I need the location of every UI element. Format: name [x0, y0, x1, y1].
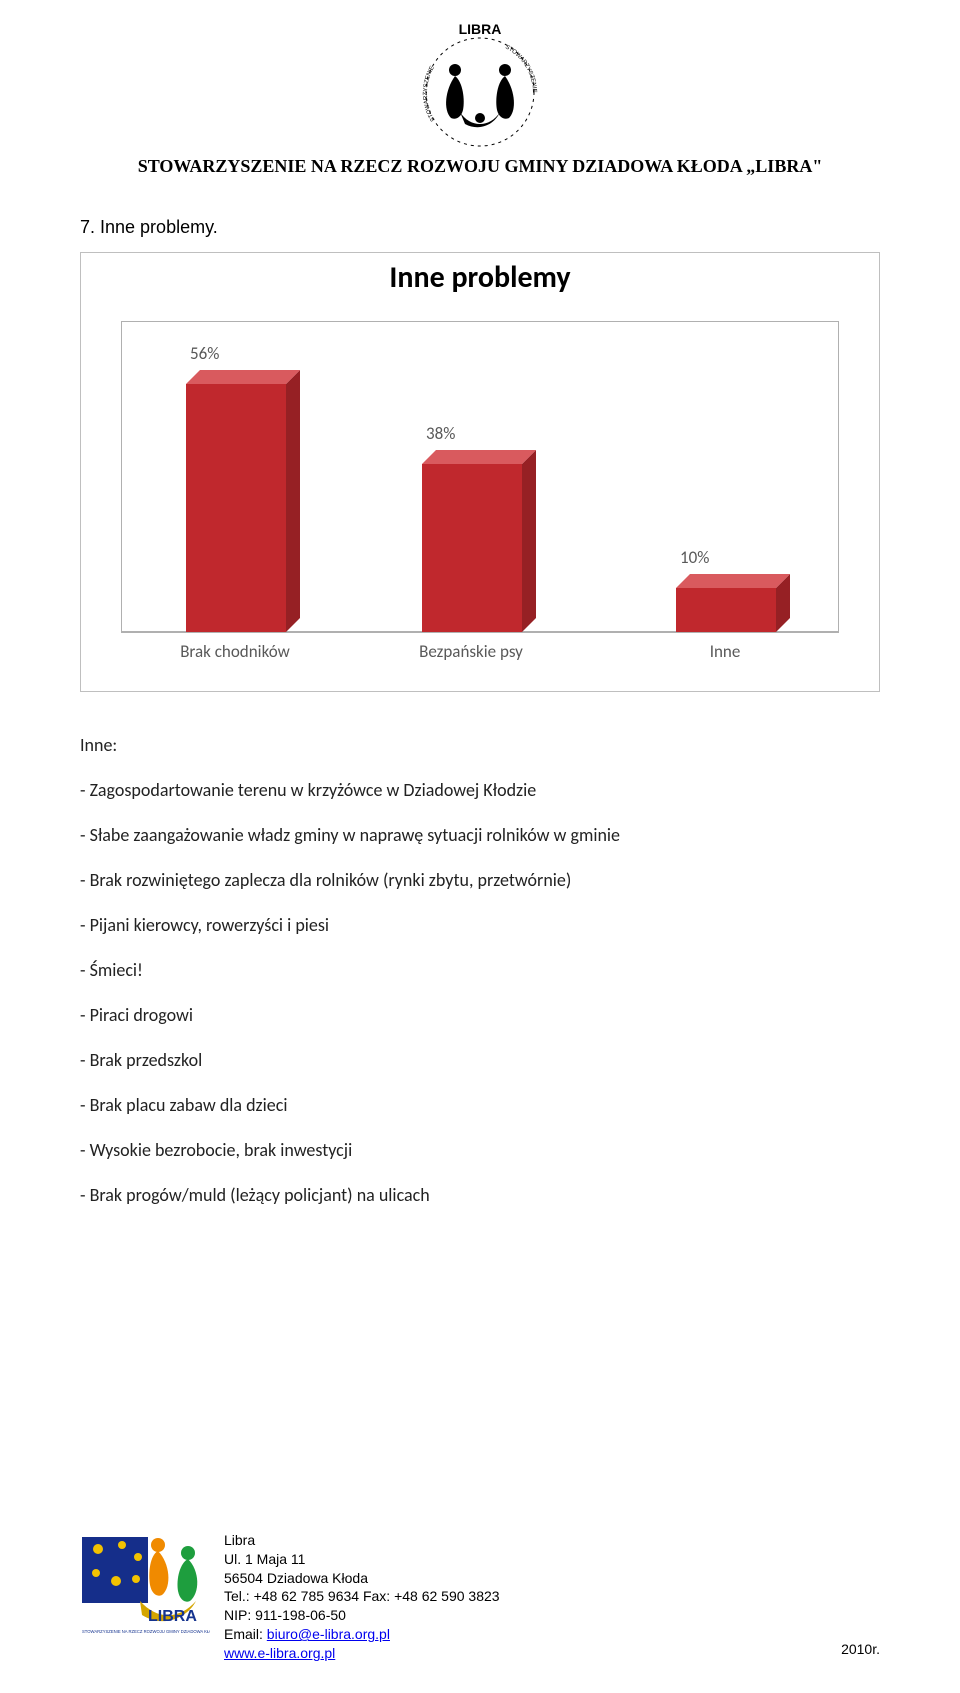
footer-address2: 56504 Dziadowa Kłoda: [224, 1569, 841, 1588]
libra-footer-logo-icon: LIBRA STOWARZYSZENIE NA RZECZ ROZWOJU GM…: [80, 1531, 210, 1641]
inne-list: Inne: - Zagospodartowanie terenu w krzyż…: [80, 732, 880, 1209]
inne-items: - Zagospodartowanie terenu w krzyżówce w…: [80, 777, 880, 1209]
footer-email-label: Email:: [224, 1626, 267, 1642]
list-item: - Brak rozwiniętego zaplecza dla rolnikó…: [80, 867, 880, 894]
footer-email-link[interactable]: biuro@e-libra.org.pl: [267, 1626, 390, 1642]
list-item: - Wysokie bezrobocie, brak inwestycji: [80, 1137, 880, 1164]
chart-plot-area: 56% 38% 10%: [121, 321, 839, 633]
list-item: - Śmieci!: [80, 957, 880, 984]
page: LIBRA STOWARZYSZENIE STOWARZYSZENIE: [0, 0, 960, 1693]
footer-address1: Ul. 1 Maja 11: [224, 1550, 841, 1569]
chart-category-label: Bezpańskie psy: [391, 641, 551, 662]
footer-logo: LIBRA STOWARZYSZENIE NA RZECZ ROZWOJU GM…: [80, 1531, 210, 1641]
chart-title: Inne problemy: [389, 259, 570, 296]
chart-bar-side: [522, 450, 536, 632]
chart-bar: [676, 588, 776, 632]
chart-container: Inne problemy 56% 38% 10% Brak chodników Be…: [80, 252, 880, 692]
chart-category-label: Brak chodników: [155, 641, 315, 662]
list-item: - Brak progów/muld (leżący policjant) na…: [80, 1182, 880, 1209]
footer-tel: Tel.: +48 62 785 9634 Fax: +48 62 590 38…: [224, 1587, 841, 1606]
svg-text:STOWARZYSZENIE NA RZECZ ROZWOJ: STOWARZYSZENIE NA RZECZ ROZWOJU GMINY DZ…: [82, 1629, 210, 1634]
chart-bar-top: [676, 574, 790, 588]
footer-email-line: Email: biuro@e-libra.org.pl: [224, 1625, 841, 1644]
header-logo: LIBRA STOWARZYSZENIE STOWARZYSZENIE: [80, 20, 880, 150]
inne-heading: Inne:: [80, 732, 880, 759]
page-footer: LIBRA STOWARZYSZENIE NA RZECZ ROZWOJU GM…: [80, 1531, 880, 1663]
list-item: - Pijani kierowcy, rowerzyści i piesi: [80, 912, 880, 939]
chart-category-label: Inne: [645, 641, 805, 662]
list-item: - Słabe zaangażowanie władz gminy w napr…: [80, 822, 880, 849]
list-item: - Zagospodartowanie terenu w krzyżówce w…: [80, 777, 880, 804]
svg-text:LIBRA: LIBRA: [459, 21, 502, 37]
chart-value-label: 56%: [190, 343, 219, 364]
chart-bar: [186, 384, 286, 632]
org-title: STOWARZYSZENIE NA RZECZ ROZWOJU GMINY DZ…: [80, 156, 880, 177]
list-item: - Piraci drogowi: [80, 1002, 880, 1029]
libra-logo-icon: LIBRA STOWARZYSZENIE STOWARZYSZENIE: [405, 20, 555, 150]
chart-bar: [422, 464, 522, 632]
footer-nip: NIP: 911-198-06-50: [224, 1606, 841, 1625]
svg-text:LIBRA: LIBRA: [148, 1608, 197, 1625]
footer-name: Libra: [224, 1531, 841, 1550]
list-item: - Brak placu zabaw dla dzieci: [80, 1092, 880, 1119]
footer-year: 2010r.: [841, 1640, 880, 1663]
footer-web-link[interactable]: www.e-libra.org.pl: [224, 1645, 335, 1661]
page-header: LIBRA STOWARZYSZENIE STOWARZYSZENIE: [80, 20, 880, 177]
section-heading: 7. Inne problemy.: [80, 217, 880, 238]
chart-value-label: 10%: [680, 547, 709, 568]
chart-bar-top: [422, 450, 536, 464]
svg-text:STOWARZYSZENIE: STOWARZYSZENIE: [423, 65, 437, 122]
footer-contact: Libra Ul. 1 Maja 11 56504 Dziadowa Kłoda…: [224, 1531, 841, 1663]
chart-bar-side: [286, 370, 300, 632]
list-item: - Brak przedszkol: [80, 1047, 880, 1074]
chart-bar-top: [186, 370, 300, 384]
chart-value-label: 38%: [426, 423, 455, 444]
